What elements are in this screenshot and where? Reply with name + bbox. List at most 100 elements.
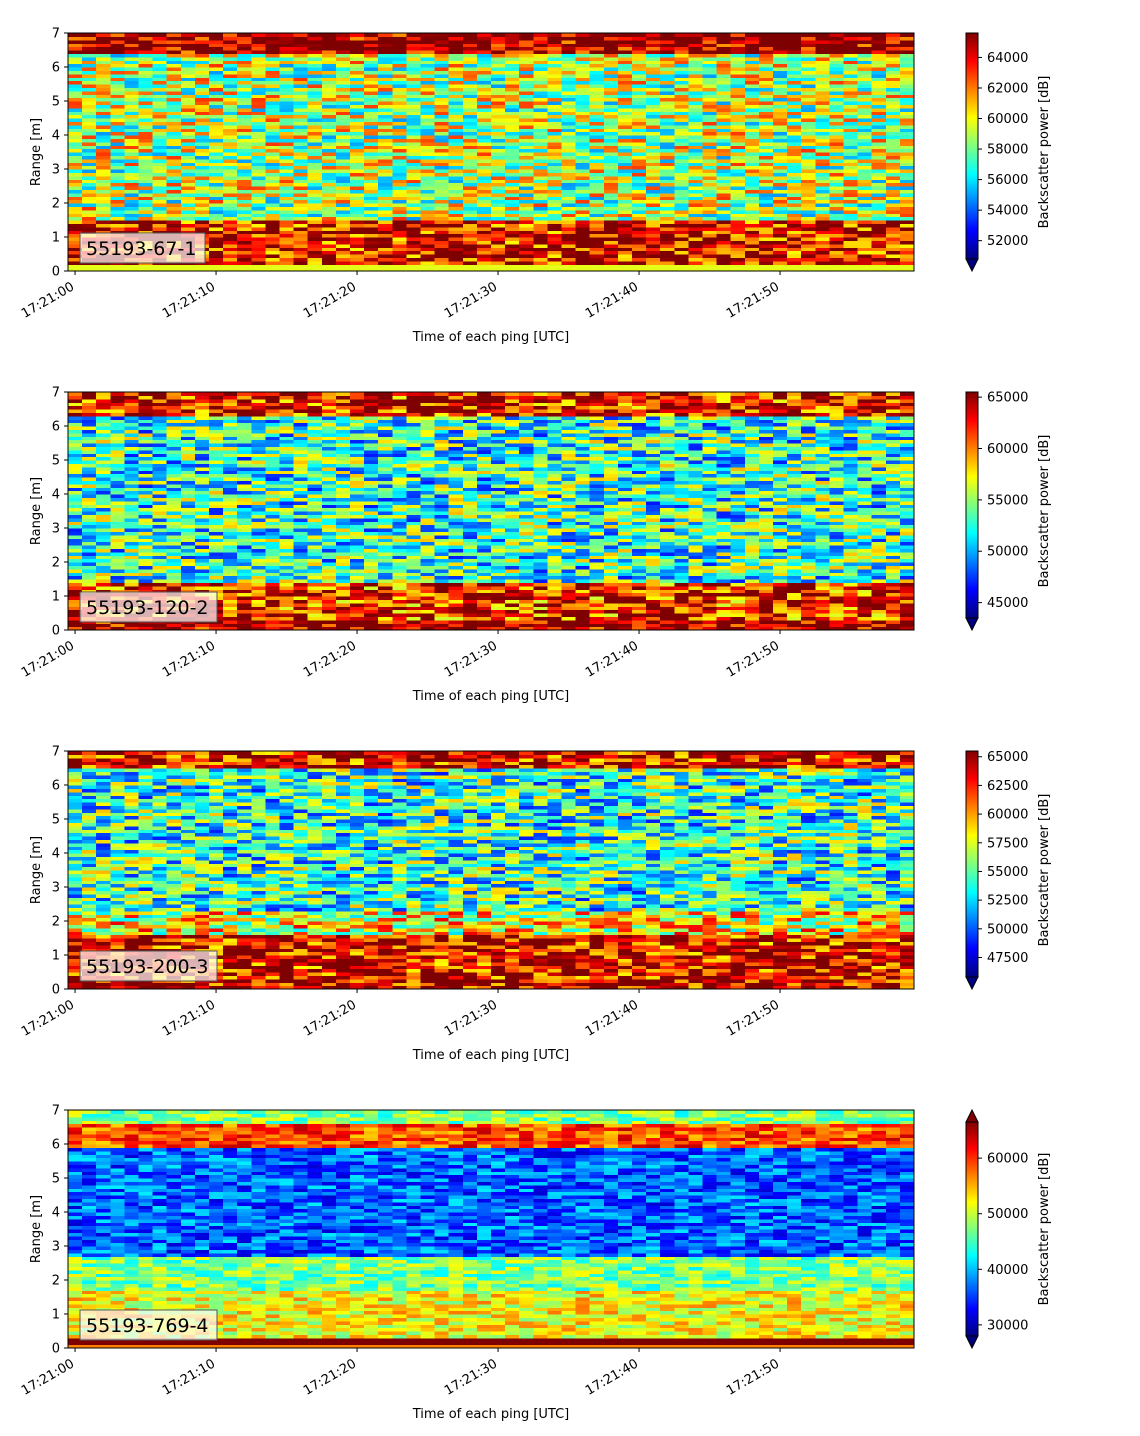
- y-tick-label: 2: [52, 197, 60, 212]
- axes-frame: [67, 1109, 915, 1349]
- y-tick-label: 4: [52, 488, 60, 503]
- x-tick-label: 17:21:50: [724, 1356, 782, 1398]
- y-tick-label: 3: [52, 881, 60, 896]
- colorbar-tick-label: 50000: [987, 1207, 1028, 1222]
- y-tick-label: 2: [52, 915, 60, 930]
- sample-label-box: [79, 591, 218, 623]
- colorbar-label: Backscatter power [dB]: [1037, 76, 1052, 229]
- y-tick-label: 7: [52, 386, 60, 401]
- colorbar-tick-label: 57500: [987, 836, 1028, 851]
- x-tick-label: 17:21:10: [160, 997, 218, 1039]
- y-tick-label: 7: [52, 745, 60, 760]
- y-tick-label: 5: [52, 1172, 60, 1187]
- y-tick-label: 7: [52, 27, 60, 42]
- heatmap-cells: [68, 33, 915, 272]
- colorbar-tick-label: 55000: [987, 865, 1028, 880]
- colorbar: 30000 40000 50000 60000 Backscatter power [d…: [965, 1108, 1052, 1350]
- colorbar-tick-label: 60000: [987, 442, 1028, 457]
- colorbar-tick-label: 65000: [987, 750, 1028, 765]
- heatmap-cells: [68, 1110, 915, 1349]
- sample-label: 55193-67-1: [86, 238, 196, 260]
- x-tick-label: 17:21:00: [19, 638, 77, 680]
- sample-label-box: [79, 1309, 218, 1341]
- x-axis-label: Time of each ping [UTC]: [412, 1407, 570, 1422]
- y-tick-label: 6: [52, 779, 60, 794]
- x-tick-label: 17:21:20: [301, 997, 359, 1039]
- y-tick-label: 4: [52, 1206, 60, 1221]
- y-tick-label: 5: [52, 95, 60, 110]
- x-tick-label: 17:21:20: [301, 638, 359, 680]
- y-tick-label: 1: [52, 231, 60, 246]
- x-tick-label: 17:21:00: [19, 279, 77, 321]
- heatmap-panel-3: 0 1 2 3 4 5 6 7 17:21:00 17:21:10 17:21:20 17:21:30…: [19, 745, 1052, 1064]
- y-tick-label: 7: [52, 1104, 60, 1119]
- x-tick-label: 17:21:30: [442, 638, 500, 680]
- y-tick-label: 2: [52, 1274, 60, 1289]
- x-tick-label: 17:21:50: [724, 638, 782, 680]
- colorbar-tick-label: 65000: [987, 391, 1028, 406]
- y-tick-label: 6: [52, 61, 60, 76]
- x-tick-label: 17:21:20: [301, 1356, 359, 1398]
- y-axis-label: Range [m]: [29, 836, 44, 904]
- colorbar-tick-label: 54000: [987, 204, 1028, 219]
- x-tick-label: 17:21:40: [583, 638, 641, 680]
- x-tick-label: 17:21:10: [160, 279, 218, 321]
- y-tick-label: 4: [52, 847, 60, 862]
- colorbar-tick-label: 62500: [987, 779, 1028, 794]
- colorbar-tick-label: 56000: [987, 173, 1028, 188]
- x-tick-label: 17:21:00: [19, 997, 77, 1039]
- y-tick-label: 0: [52, 1342, 60, 1357]
- y-tick-label: 5: [52, 813, 60, 828]
- sample-label: 55193-200-3: [86, 956, 209, 978]
- y-tick-label: 3: [52, 163, 60, 178]
- colorbar-tick-label: 58000: [987, 143, 1028, 158]
- y-axis-label: Range [m]: [29, 477, 44, 545]
- colorbar-label: Backscatter power [dB]: [1037, 1153, 1052, 1306]
- axes-frame: [67, 391, 915, 631]
- colorbar-tick-label: 62000: [987, 81, 1028, 96]
- y-tick-label: 1: [52, 590, 60, 605]
- colorbar: 52000 54000 56000 58000 60000 62000 64000 Backs…: [965, 32, 1052, 273]
- x-tick-label: 17:21:40: [583, 997, 641, 1039]
- axes-frame: [67, 750, 915, 990]
- y-tick-label: 3: [52, 522, 60, 537]
- colorbar-gradient: [965, 1121, 979, 1337]
- y-tick-label: 1: [52, 949, 60, 964]
- x-tick-label: 17:21:10: [160, 638, 218, 680]
- y-tick-label: 1: [52, 1308, 60, 1323]
- colorbar-tick-label: 30000: [987, 1318, 1028, 1333]
- y-tick-label: 2: [52, 556, 60, 571]
- colorbar-tick-label: 50000: [987, 922, 1028, 937]
- colorbar-extend-min: [965, 258, 979, 273]
- colorbar-tick-label: 60000: [987, 112, 1028, 127]
- x-tick-label: 17:21:30: [442, 997, 500, 1039]
- y-tick-label: 6: [52, 420, 60, 435]
- colorbar-tick-label: 55000: [987, 493, 1028, 508]
- axes-frame: [67, 32, 915, 272]
- x-tick-label: 17:21:20: [301, 279, 359, 321]
- x-tick-label: 17:21:30: [442, 279, 500, 321]
- heatmap-panel-1: 0 1 2 3 4 5 6 7 17:21:00 17:21:10 17:21:20 17:21:30…: [19, 27, 1052, 346]
- colorbar-extend-min: [965, 617, 979, 632]
- colorbar-tick-label: 45000: [987, 596, 1028, 611]
- colorbar-tick-label: 50000: [987, 545, 1028, 560]
- colorbar-gradient: [965, 750, 979, 978]
- colorbar-tick-label: 40000: [987, 1263, 1028, 1278]
- x-tick-label: 17:21:50: [724, 997, 782, 1039]
- x-tick-label: 17:21:10: [160, 1356, 218, 1398]
- y-tick-label: 0: [52, 265, 60, 280]
- x-tick-label: 17:21:50: [724, 279, 782, 321]
- sample-label-box: [79, 232, 206, 264]
- x-axis-label: Time of each ping [UTC]: [412, 1048, 570, 1063]
- y-tick-label: 4: [52, 129, 60, 144]
- colorbar-tick-label: 60000: [987, 808, 1028, 823]
- y-tick-label: 6: [52, 1138, 60, 1153]
- heatmap-panel-2: 0 1 2 3 4 5 6 7 17:21:00 17:21:10 17:21:20 17:21:30…: [19, 386, 1052, 705]
- colorbar-tick-label: 60000: [987, 1152, 1028, 1167]
- colorbar: 45000 50000 55000 60000 65000 Backscatter pow…: [965, 391, 1052, 632]
- x-tick-label: 17:21:40: [583, 279, 641, 321]
- colorbar-tick-label: 47500: [987, 951, 1028, 966]
- x-tick-label: 17:21:40: [583, 1356, 641, 1398]
- y-tick-label: 3: [52, 1240, 60, 1255]
